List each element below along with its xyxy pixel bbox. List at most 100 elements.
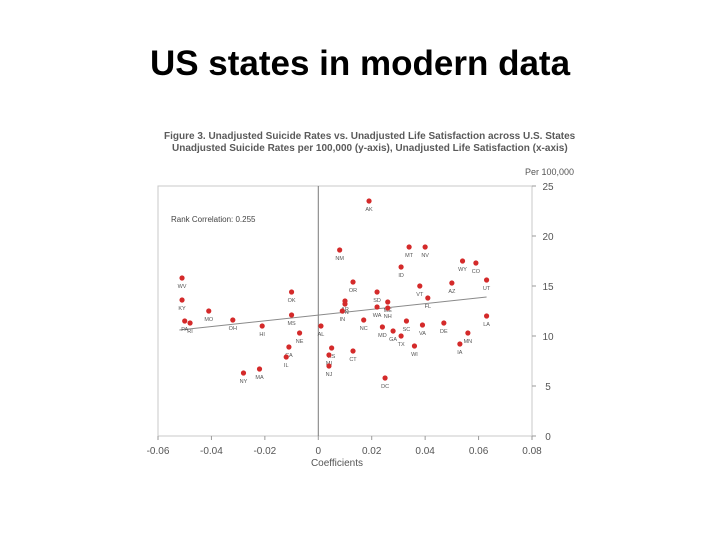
- data-point: [318, 323, 324, 329]
- x-tick-label: 0.04: [415, 446, 435, 457]
- data-point: [483, 277, 490, 283]
- point-label: LA: [483, 322, 490, 328]
- y-tick-label: 25: [542, 182, 554, 193]
- data-point: [483, 313, 490, 319]
- point-label: GA: [389, 337, 397, 343]
- data-point: [283, 354, 289, 360]
- data-point: [329, 345, 335, 351]
- point-label: NE: [296, 339, 304, 345]
- point-label: CA: [285, 353, 293, 359]
- x-axis-label: Coefficients: [311, 458, 363, 469]
- x-tick-label: 0: [316, 446, 322, 457]
- data-point: [385, 305, 391, 311]
- point-label: IL: [284, 363, 289, 369]
- point-label: KS: [328, 354, 336, 360]
- data-point: [379, 324, 385, 330]
- y-axis-label: Per 100,000: [525, 167, 574, 177]
- data-point: [417, 283, 423, 289]
- data-point: [374, 304, 380, 310]
- data-point: [350, 279, 356, 285]
- point-label: SD: [373, 298, 381, 304]
- point-label: MS: [287, 321, 296, 327]
- point-label: OR: [349, 288, 357, 294]
- data-point: [179, 275, 185, 281]
- point-label: UT: [483, 286, 491, 292]
- point-label: IA: [457, 350, 463, 356]
- x-tick-label: 0.06: [469, 446, 489, 457]
- data-point: [288, 289, 295, 295]
- data-point: [406, 244, 412, 250]
- point-label: DC: [381, 384, 389, 390]
- point-label: ME: [384, 308, 393, 314]
- point-label: CO: [472, 269, 481, 275]
- data-point: [473, 260, 479, 266]
- point-label: WY: [458, 267, 467, 273]
- point-label: MD: [378, 333, 387, 339]
- point-label: AR: [341, 307, 349, 313]
- data-point: [398, 333, 404, 339]
- point-label: HI: [259, 332, 265, 338]
- data-point: [374, 289, 380, 295]
- point-label: RI: [187, 329, 193, 335]
- data-point: [288, 312, 295, 318]
- point-label: VA: [419, 331, 426, 337]
- data-point: [286, 344, 292, 350]
- y-tick-label: 10: [542, 332, 554, 343]
- data-point: [390, 328, 396, 334]
- data-point: [425, 295, 431, 301]
- data-point: [296, 330, 303, 336]
- point-label: PA: [181, 327, 188, 333]
- data-point: [259, 323, 265, 329]
- y-tick-label: 5: [545, 382, 551, 393]
- data-point: [449, 280, 455, 286]
- point-label: NV: [421, 253, 429, 259]
- data-point: [441, 320, 447, 326]
- point-label: VT: [416, 292, 424, 298]
- rank-correlation-annotation: Rank Correlation: 0.255: [171, 215, 256, 224]
- x-tick-label: 0.08: [522, 446, 542, 457]
- point-label: SC: [403, 327, 411, 333]
- data-point: [337, 247, 343, 253]
- x-tick-label: -0.04: [200, 446, 223, 457]
- data-point: [182, 318, 188, 324]
- data-point: [419, 322, 426, 328]
- data-point: [366, 198, 372, 204]
- data-point: [339, 308, 345, 314]
- data-point: [230, 317, 236, 323]
- slide-title: US states in modern data: [149, 44, 571, 83]
- point-label: TX: [398, 342, 405, 348]
- data-point: [465, 330, 471, 336]
- point-label: AZ: [448, 289, 456, 295]
- point-label: OK: [288, 298, 296, 304]
- y-tick-label: 15: [542, 282, 554, 293]
- data-point: [326, 363, 332, 369]
- x-tick-label: -0.06: [147, 446, 170, 457]
- data-point: [411, 343, 418, 349]
- data-point: [457, 341, 463, 347]
- x-tick-label: -0.02: [253, 446, 276, 457]
- data-point: [422, 244, 428, 250]
- data-point: [382, 375, 388, 381]
- point-label: MO: [204, 317, 214, 323]
- y-tick-label: 20: [542, 232, 554, 243]
- plot-frame: [157, 185, 533, 437]
- data-point: [398, 264, 404, 270]
- point-label: DE: [440, 329, 448, 335]
- point-label: NH: [384, 314, 392, 320]
- point-label: MT: [405, 253, 414, 259]
- point-label: FL: [425, 304, 431, 310]
- data-point: [179, 297, 185, 303]
- point-label: CT: [349, 357, 357, 363]
- point-label: WV: [178, 284, 187, 290]
- trendline: [179, 296, 487, 331]
- point-label: ID: [398, 273, 404, 279]
- data-point: [206, 308, 212, 314]
- point-label: MN: [464, 339, 473, 345]
- data-point: [403, 318, 410, 324]
- point-label: NY: [240, 379, 248, 385]
- point-label: IN: [340, 317, 346, 323]
- point-label: AK: [365, 207, 373, 213]
- data-point: [326, 352, 332, 358]
- y-tick-label: 0: [545, 432, 551, 443]
